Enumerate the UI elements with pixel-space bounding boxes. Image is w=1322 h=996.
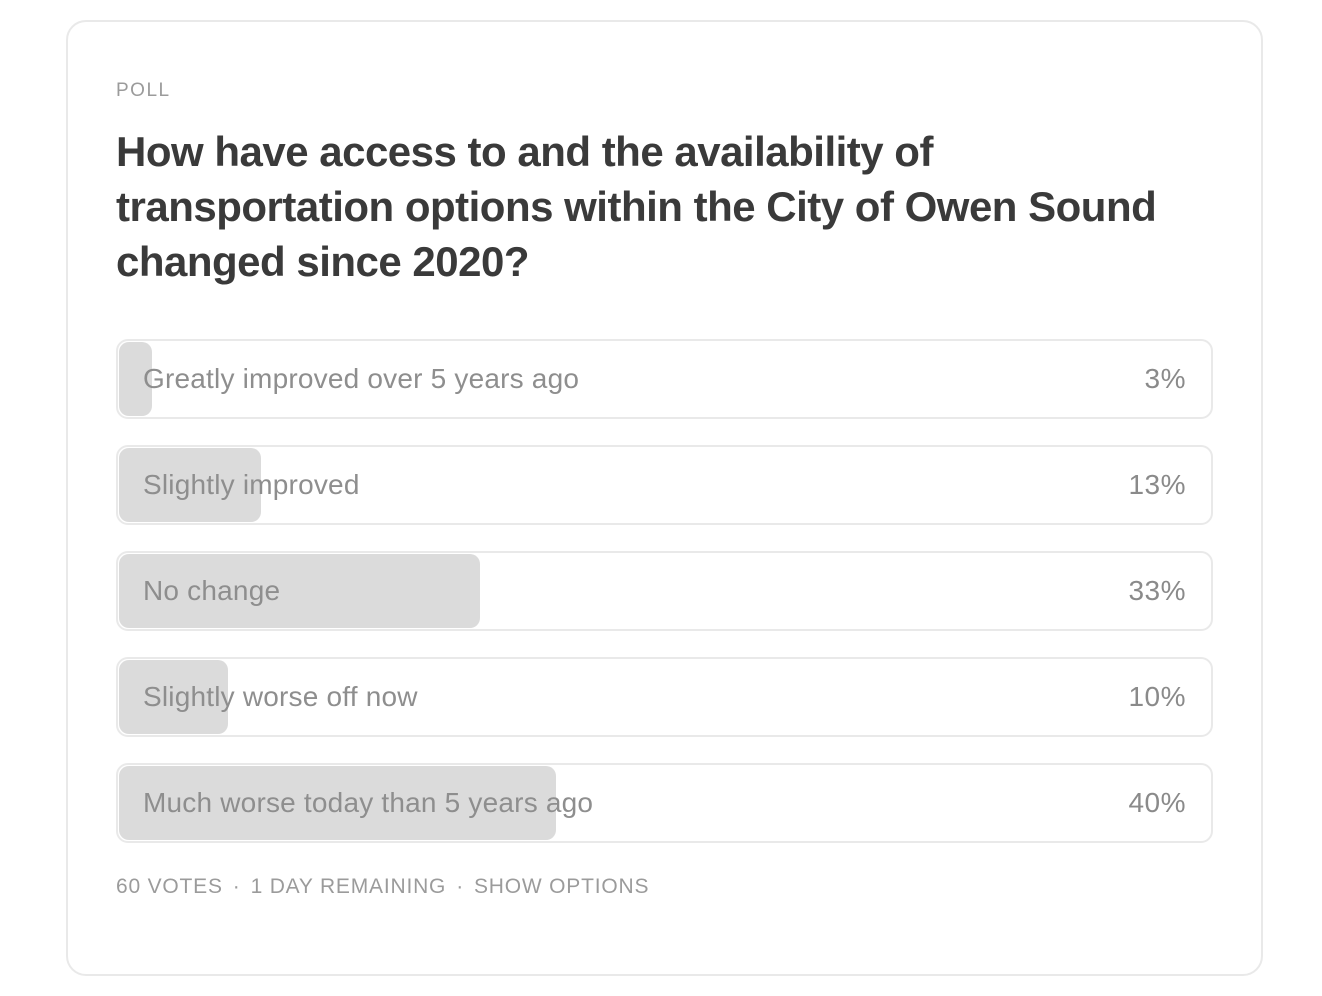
- separator-dot: ·: [456, 875, 464, 898]
- poll-option-fill-bar: [119, 766, 557, 840]
- poll-options: Greatly improved over 5 years ago 3% Sli…: [116, 339, 1213, 843]
- poll-option-label: No change: [143, 575, 281, 606]
- poll-option-fill-bar: [119, 342, 152, 416]
- poll-option-fill-bar: [119, 660, 229, 734]
- poll-question: How have access to and the availability …: [116, 128, 1157, 285]
- poll-option-label: Much worse today than 5 years ago: [143, 787, 594, 818]
- poll-option[interactable]: No change 33%: [116, 551, 1213, 631]
- poll-option[interactable]: Slightly worse off now 10%: [116, 657, 1213, 737]
- poll-option-label: Slightly worse off now: [143, 681, 418, 712]
- poll-option[interactable]: Slightly improved 13%: [116, 445, 1213, 525]
- poll-option-percent: 3%: [1144, 363, 1186, 394]
- poll-footer: 60 VOTES · 1 DAY REMAINING · SHOW OPTION…: [116, 875, 1213, 899]
- poll-option-label: Greatly improved over 5 years ago: [143, 363, 580, 394]
- time-remaining: 1 DAY REMAINING: [250, 875, 447, 898]
- show-options-button[interactable]: SHOW OPTIONS: [473, 875, 650, 898]
- poll-option-percent: 13%: [1128, 469, 1186, 500]
- poll-card: POLL How have access to and the availabi…: [66, 20, 1263, 976]
- poll-option-percent: 10%: [1128, 681, 1186, 712]
- poll-option-fill-bar: [119, 448, 262, 522]
- vote-count: 60 VOTES: [116, 875, 223, 898]
- poll-option-fill-bar: [119, 554, 480, 628]
- separator-dot: ·: [232, 875, 241, 898]
- poll-option[interactable]: Greatly improved over 5 years ago 3%: [116, 339, 1213, 419]
- poll-option-percent: 40%: [1128, 787, 1186, 818]
- poll-option[interactable]: Much worse today than 5 years ago 40%: [116, 763, 1213, 843]
- poll-option-label: Slightly improved: [143, 469, 360, 500]
- poll-kicker: POLL: [116, 80, 171, 101]
- poll-option-percent: 33%: [1128, 575, 1186, 606]
